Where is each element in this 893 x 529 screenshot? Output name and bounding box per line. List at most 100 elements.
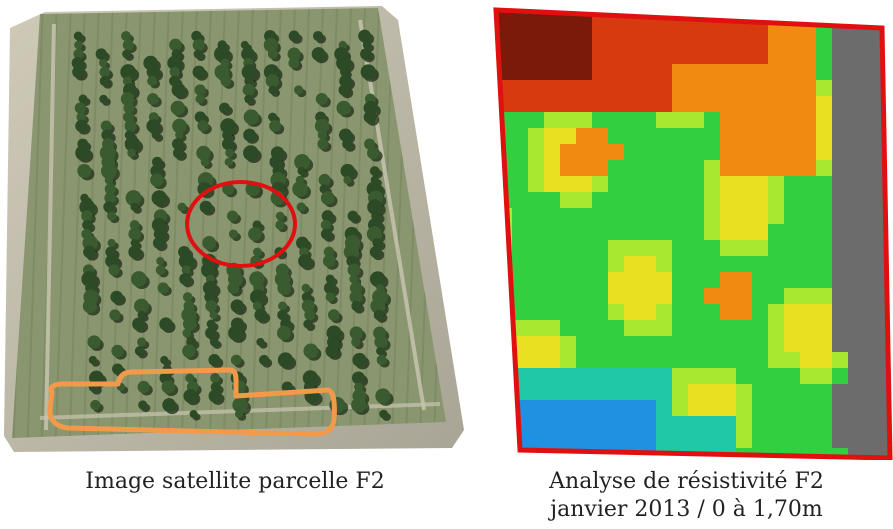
resistivity-cell: [592, 352, 609, 369]
resistivity-cell: [528, 96, 545, 113]
tree: [202, 280, 218, 296]
resistivity-cell: [864, 64, 881, 81]
resistivity-cell: [496, 336, 497, 353]
resistivity-cell: [624, 272, 641, 289]
tree: [320, 228, 332, 240]
resistivity-cell: [592, 320, 609, 337]
resistivity-cell: [752, 160, 769, 177]
resistivity-cell: [560, 144, 577, 161]
resistivity-cell: [624, 208, 641, 225]
tree: [208, 389, 222, 403]
field-track: [44, 23, 56, 431]
resistivity-cell: [512, 112, 529, 129]
resistivity-cell: [816, 208, 833, 225]
resistivity-cell: [688, 224, 705, 241]
resistivity-cell: [688, 288, 705, 305]
resistivity-cell: [624, 288, 641, 305]
tree: [362, 40, 372, 50]
resistivity-cell: [752, 64, 769, 81]
tree: [111, 363, 124, 375]
resistivity-cell: [768, 272, 785, 289]
resistivity-cell: [736, 192, 753, 209]
resistivity-cell: [736, 320, 753, 337]
tree: [288, 30, 300, 42]
resistivity-cell: [704, 336, 721, 353]
resistivity-cell: [752, 112, 769, 129]
resistivity-cell: [768, 208, 785, 225]
resistivity-cell: [784, 448, 801, 458]
resistivity-cell: [576, 368, 593, 385]
resistivity-cell: [704, 80, 721, 97]
resistivity-cell: [672, 128, 689, 145]
tree: [321, 210, 334, 222]
resistivity-cell: [704, 368, 721, 385]
resistivity-cell: [736, 384, 753, 401]
resistivity-cell: [592, 384, 609, 401]
resistivity-cell: [880, 368, 890, 385]
resistivity-cell: [672, 320, 689, 337]
resistivity-cell: [496, 144, 497, 161]
resistivity-cell: [640, 384, 657, 401]
tree: [108, 264, 120, 276]
tree: [214, 46, 230, 62]
tree: [204, 291, 216, 303]
resistivity-cell: [848, 208, 865, 225]
resistivity-cell: [688, 64, 705, 81]
resistivity-cell: [800, 432, 817, 449]
resistivity-cell: [640, 368, 657, 385]
resistivity-cell: [704, 400, 721, 417]
resistivity-cell: [640, 176, 657, 193]
resistivity-cell: [848, 384, 865, 401]
resistivity-cell: [720, 48, 737, 65]
resistivity-cell: [528, 320, 545, 337]
resistivity-cell: [592, 176, 609, 193]
tree: [277, 309, 288, 321]
resistivity-cell: [864, 416, 881, 433]
resistivity-cell: [560, 432, 577, 449]
resistivity-cell: [544, 144, 561, 161]
red-circle-marker: [185, 180, 297, 268]
resistivity-cell: [752, 128, 769, 145]
resistivity-cell: [528, 32, 545, 49]
resistivity-cell: [704, 176, 721, 193]
resistivity-cell: [576, 64, 593, 81]
tree: [95, 48, 107, 60]
resistivity-cell: [544, 384, 561, 401]
resistivity-cell: [640, 128, 657, 145]
resistivity-cell: [864, 48, 881, 65]
resistivity-cell: [512, 144, 529, 161]
resistivity-cell: [768, 352, 785, 369]
resistivity-cell: [624, 48, 641, 65]
tree: [230, 299, 244, 313]
resistivity-cell: [560, 304, 577, 321]
resistivity-cell: [816, 64, 833, 81]
resistivity-cell: [608, 80, 625, 97]
resistivity-cell: [736, 112, 753, 129]
tree: [73, 48, 84, 60]
tree: [104, 175, 114, 185]
resistivity-cell: [608, 304, 625, 321]
resistivity-cell: [656, 336, 673, 353]
resistivity-cell: [864, 192, 881, 209]
resistivity-cell: [720, 240, 737, 257]
resistivity-cell: [592, 80, 609, 97]
resistivity-cell: [832, 32, 849, 49]
tree: [100, 163, 117, 179]
resistivity-cell: [576, 80, 593, 97]
tree: [351, 397, 367, 413]
tree: [123, 102, 135, 114]
resistivity-cell: [864, 304, 881, 321]
resistivity-cell: [800, 176, 817, 193]
resistivity-cell: [640, 432, 657, 449]
resistivity-cell: [768, 368, 785, 385]
resistivity-cell: [624, 400, 641, 417]
resistivity-cell: [496, 128, 497, 145]
resistivity-cell: [560, 128, 577, 145]
tree: [339, 67, 349, 77]
resistivity-cell: [864, 80, 881, 97]
resistivity-cell: [608, 256, 625, 273]
tree: [195, 94, 205, 104]
tree: [150, 173, 164, 187]
resistivity-cell: [544, 112, 561, 129]
resistivity-cell: [720, 160, 737, 177]
